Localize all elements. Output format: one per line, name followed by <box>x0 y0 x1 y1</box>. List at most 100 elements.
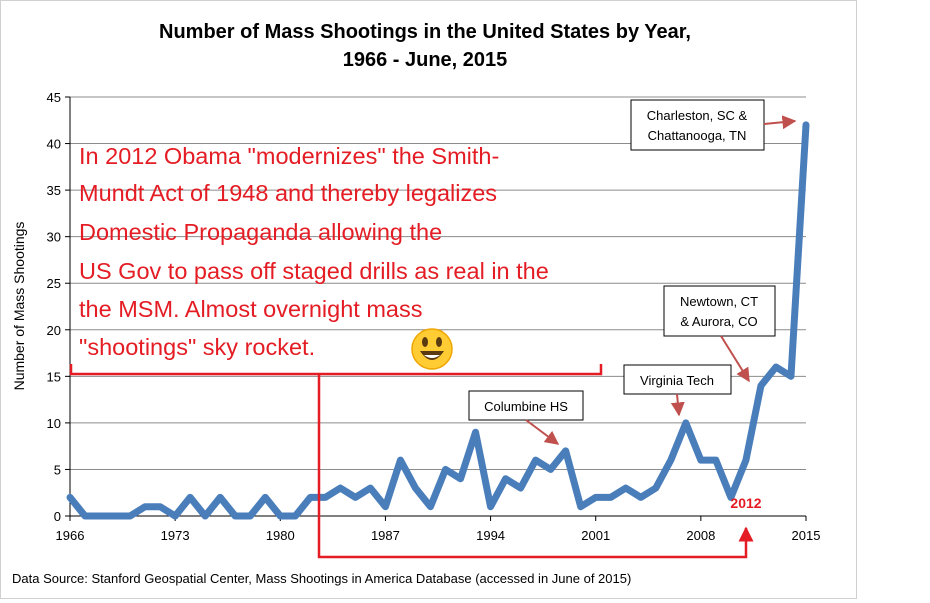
series-points <box>69 123 807 517</box>
data-point-1985 <box>354 496 357 499</box>
x-tick-label-2015: 2015 <box>792 528 821 543</box>
annotation-box <box>623 364 732 395</box>
data-point-1987 <box>384 505 387 508</box>
annotation-label-line-1: Charleston, SC & <box>647 108 748 123</box>
chart-title-line-2: 1966 - June, 2015 <box>343 49 508 71</box>
series-line <box>66 121 810 520</box>
data-point-2011 <box>744 459 747 462</box>
annotation-box <box>663 285 776 337</box>
data-point-2005 <box>654 487 657 490</box>
overlay-line-5: the MSM. Almost overnight mass <box>79 296 422 322</box>
y-tick-label-10: 10 <box>47 416 61 431</box>
y-tick-label-25: 25 <box>47 276 61 291</box>
annotation-charleston-chattanooga: Charleston, SC & Chattanooga, TN <box>630 99 797 151</box>
data-point-1979 <box>264 496 267 499</box>
data-point-2008 <box>699 459 702 462</box>
data-point-1986 <box>369 487 372 490</box>
annotation-arrow <box>670 393 685 417</box>
x-tick-label-1994: 1994 <box>476 528 505 543</box>
data-point-1983 <box>324 496 327 499</box>
data-point-1977 <box>234 515 237 517</box>
data-point-2003 <box>624 487 627 490</box>
year-2012-label: 2012 <box>730 495 761 511</box>
data-point-1972 <box>159 505 162 508</box>
data-point-1984 <box>339 487 342 490</box>
annotation-label-line-2: & Aurora, CO <box>680 314 757 329</box>
data-point-2014 <box>789 375 792 378</box>
x-tick-label-1973: 1973 <box>161 528 190 543</box>
y-tick-label-20: 20 <box>47 323 61 338</box>
smiley-face-icon <box>411 328 453 370</box>
data-point-1971 <box>144 505 147 508</box>
data-point-1993 <box>474 431 477 434</box>
annotation-virginia-tech: Virginia Tech <box>623 364 732 417</box>
data-point-1982 <box>309 496 312 499</box>
chart-title-line-1: Number of Mass Shootings in the United S… <box>159 21 691 43</box>
data-source-note: Data Source: Stanford Geospatial Center,… <box>12 571 631 586</box>
y-axis-ticks: 0 5 10 15 20 25 30 35 40 45 <box>47 90 70 524</box>
annotation-box <box>630 99 765 151</box>
data-point-1992 <box>459 477 462 480</box>
data-point-2013 <box>774 366 777 369</box>
data-point-2010 <box>729 496 732 499</box>
data-point-1967 <box>84 515 87 517</box>
annotation-arrow <box>525 419 560 445</box>
data-point-1999 <box>564 449 567 452</box>
x-tick-label-2001: 2001 <box>581 528 610 543</box>
y-tick-label-5: 5 <box>54 462 61 477</box>
annotation-columbine: Columbine HS <box>468 390 584 445</box>
data-point-1988 <box>399 459 402 462</box>
data-point-2001 <box>594 496 597 499</box>
annotation-arrow <box>720 335 750 383</box>
data-point-2006 <box>669 459 672 462</box>
y-tick-label-40: 40 <box>47 137 61 152</box>
data-point-1996 <box>519 487 522 490</box>
data-point-1970 <box>129 515 132 517</box>
data-point-1981 <box>294 515 297 517</box>
data-point-1966 <box>69 496 71 499</box>
data-point-2002 <box>609 496 612 499</box>
y-tick-label-30: 30 <box>47 230 61 245</box>
y-tick-label-35: 35 <box>47 183 61 198</box>
data-point-1990 <box>429 505 432 508</box>
data-point-1994 <box>489 505 492 508</box>
data-point-2007 <box>684 421 687 424</box>
overlay-arrow-to-2012 <box>317 374 754 559</box>
data-point-1976 <box>219 496 222 499</box>
data-point-2009 <box>714 459 717 462</box>
annotation-label: Virginia Tech <box>640 373 714 388</box>
annotation-label: Columbine HS <box>484 399 568 414</box>
overlay-line-6: "shootings" sky rocket. <box>79 334 315 360</box>
data-point-1998 <box>549 468 552 471</box>
overlay-line-1: In 2012 Obama "modernizes" the Smith- <box>79 143 499 169</box>
gridlines <box>70 96 806 470</box>
overlay-line-2: Mundt Act of 1948 and thereby legalizes <box>79 180 497 206</box>
x-tick-label-1987: 1987 <box>371 528 400 543</box>
x-tick-label-2008: 2008 <box>686 528 715 543</box>
data-point-1997 <box>534 459 537 462</box>
data-point-2000 <box>579 505 582 508</box>
data-point-1980 <box>279 515 282 517</box>
annotation-box <box>468 390 584 421</box>
overlay-line-4: US Gov to pass off staged drills as real… <box>79 258 549 284</box>
overlay-text-block: In 2012 Obama "modernizes" the Smith- Mu… <box>79 143 549 360</box>
x-tick-label-1966: 1966 <box>56 528 85 543</box>
x-axis-ticks: 1966 1973 1980 1987 1994 2001 2008 2015 <box>56 516 821 543</box>
data-point-2012 <box>759 384 762 387</box>
data-point-1969 <box>114 515 117 517</box>
data-point-2015 <box>805 123 807 126</box>
data-point-1975 <box>204 515 207 517</box>
annotation-label-line-1: Newtown, CT <box>680 294 758 309</box>
data-point-1995 <box>504 477 507 480</box>
y-axis-label: Number of Mass Shootings <box>11 222 27 391</box>
data-point-2004 <box>639 496 642 499</box>
data-point-1978 <box>249 515 252 517</box>
y-tick-label-0: 0 <box>54 509 61 524</box>
data-point-1989 <box>414 487 417 490</box>
annotation-arrow <box>763 115 797 130</box>
overlay-bracket <box>69 364 603 376</box>
overlay-line-3: Domestic Propaganda allowing the <box>79 219 442 245</box>
x-tick-label-1980: 1980 <box>266 528 295 543</box>
